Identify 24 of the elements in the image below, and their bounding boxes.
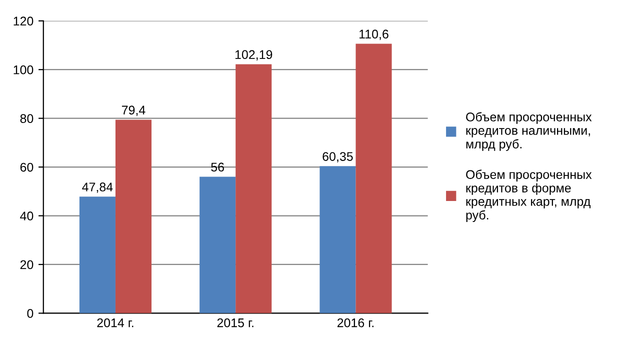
legend-label: Объем просроченных кредитов наличными, млрд руб. bbox=[466, 112, 592, 151]
data-label: 60,35 bbox=[322, 152, 353, 162]
bar bbox=[79, 196, 116, 314]
data-label: 47,84 bbox=[82, 182, 113, 193]
bar bbox=[236, 64, 272, 314]
y-tick-label: 80 bbox=[20, 114, 34, 123]
bar bbox=[320, 166, 356, 314]
bar bbox=[356, 44, 392, 314]
y-tick-label: 60 bbox=[20, 162, 34, 172]
y-tick-label: 100 bbox=[14, 65, 34, 74]
bar bbox=[200, 176, 236, 314]
data-label: 56 bbox=[211, 162, 224, 172]
x-tick-label: 2016 г. bbox=[337, 318, 374, 328]
bar bbox=[115, 120, 152, 314]
y-tick-label: 40 bbox=[20, 212, 34, 220]
x-tick-label: 2014 г. bbox=[97, 318, 134, 328]
y-tick-label: 20 bbox=[20, 260, 34, 270]
data-label: 79,4 bbox=[122, 106, 146, 116]
y-tick-label: 0 bbox=[27, 309, 34, 318]
data-label: 102,19 bbox=[235, 50, 272, 60]
data-label: 110,6 bbox=[360, 30, 388, 40]
x-tick-label: 2015 г. bbox=[217, 318, 254, 328]
legend-label: Объем просроченных кредитов в форме кредитных карт, млрд руб. bbox=[466, 170, 592, 222]
y-tick-label: 120 bbox=[14, 16, 34, 26]
